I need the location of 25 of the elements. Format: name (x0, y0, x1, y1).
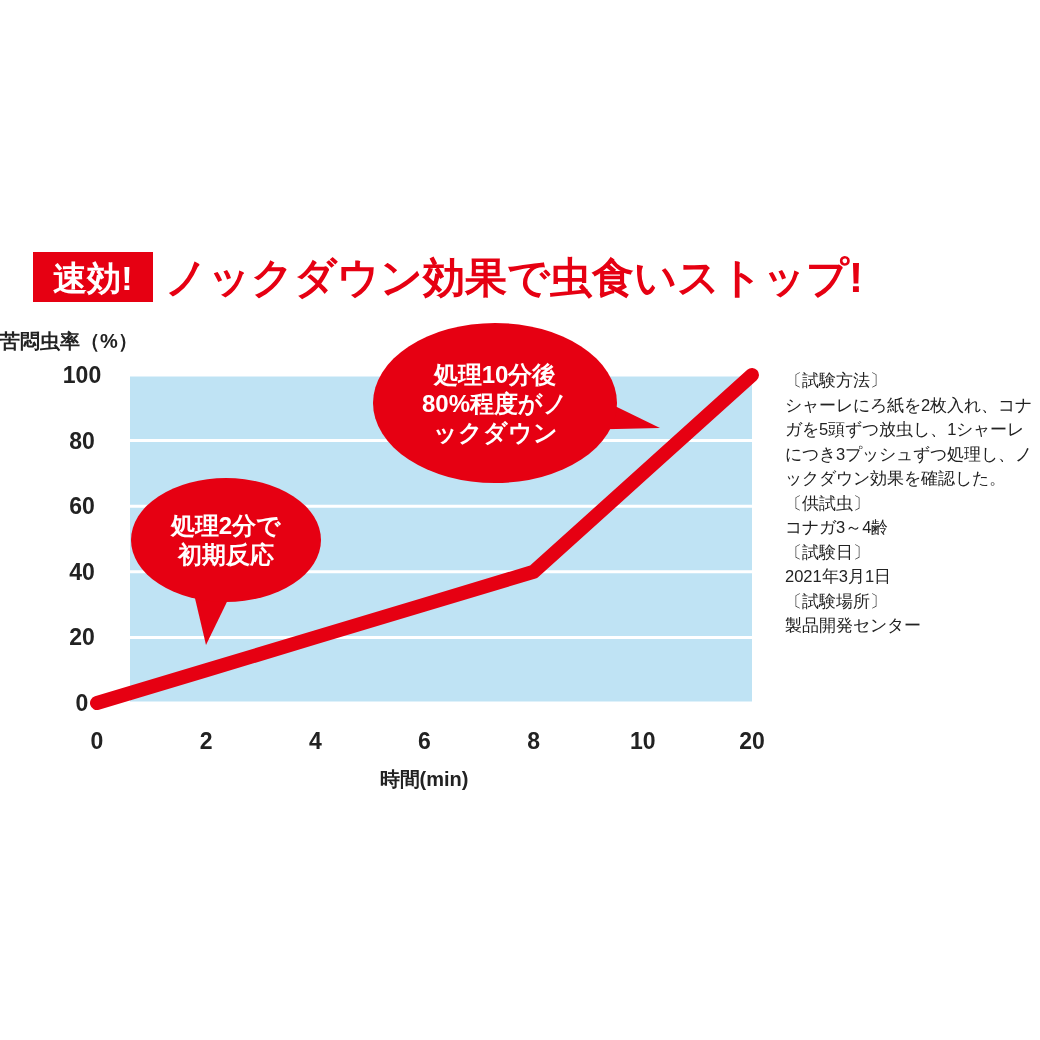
x-tick-label: 2 (199, 728, 213, 754)
y-tick-label: 60 (69, 493, 95, 520)
chart-title: 速効! ノックダウン効果で虫食いストップ! (53, 254, 863, 301)
annotation: 処理2分で初期反応 (169, 511, 283, 569)
text: 2021年3月1日 (785, 566, 893, 587)
y-axis-title: 苦悶虫率（%） (0, 330, 138, 352)
annotation: 処理10分後80%程度がノックダウン (420, 359, 569, 447)
x-tick-label: 20 (739, 728, 765, 754)
text: 〔試験日〕 (785, 541, 871, 563)
text: 製品開発センター (785, 615, 922, 636)
x-tick-label: 6 (418, 728, 431, 754)
y-tick-label: 40 (69, 558, 95, 585)
text: コナガ3～4齢 (785, 517, 890, 538)
x-tick-label: 10 (630, 728, 656, 754)
y-tick-label: 80 (69, 427, 95, 454)
text: 〔試験方法〕 (785, 370, 888, 391)
text: 〔試験場所〕 (785, 590, 888, 612)
y-tick-label: 0 (75, 690, 89, 716)
x-axis-title: 時間(min) (379, 768, 469, 790)
text: シャーレにろ紙を2枚入れ、コナガを5頭ずつ放虫し、1シャーレにつき3プッシュずつ処理し、ノックダウン効果を確認した。 (785, 394, 1034, 489)
x-tick-label: 4 (308, 728, 322, 754)
x-tick-label: 8 (527, 728, 541, 754)
y-tick-label: 100 (62, 362, 102, 388)
text: 〔供試虫〕 (785, 492, 871, 514)
y-tick-label: 20 (69, 624, 95, 651)
